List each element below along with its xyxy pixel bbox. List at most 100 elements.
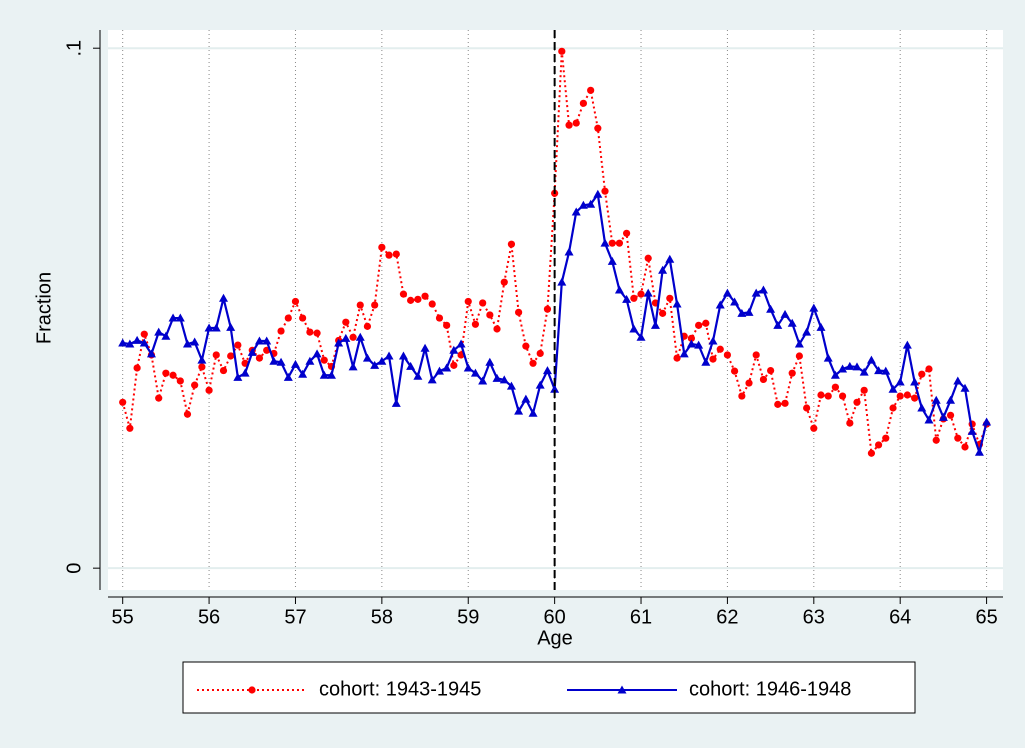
marker — [370, 360, 380, 369]
marker — [924, 415, 934, 424]
marker — [758, 285, 768, 294]
marker — [450, 361, 458, 369]
marker — [291, 297, 300, 306]
marker — [500, 278, 508, 286]
marker — [521, 394, 531, 403]
marker — [830, 370, 840, 379]
marker — [824, 392, 832, 400]
x-tick-label: 59 — [457, 606, 479, 628]
marker — [738, 392, 746, 400]
marker — [428, 300, 436, 308]
legend-marker — [248, 686, 256, 694]
marker — [197, 355, 207, 364]
x-tick-label: 62 — [716, 606, 738, 628]
marker — [449, 345, 459, 354]
marker — [687, 334, 695, 342]
marker — [492, 373, 502, 382]
marker — [356, 301, 364, 309]
marker — [305, 356, 315, 365]
y-axis-title: Fraction — [33, 272, 55, 344]
marker — [622, 229, 631, 237]
marker — [614, 285, 624, 294]
marker — [334, 338, 344, 347]
marker — [312, 349, 322, 358]
marker — [362, 353, 372, 362]
marker — [277, 327, 285, 335]
marker — [672, 299, 682, 308]
marker — [247, 347, 257, 356]
marker — [313, 329, 321, 337]
marker — [133, 364, 141, 372]
x-tick-label: 65 — [975, 606, 997, 628]
marker — [888, 384, 898, 393]
marker — [118, 338, 128, 347]
marker — [809, 303, 819, 312]
marker — [917, 403, 927, 412]
marker — [938, 412, 948, 421]
marker — [125, 339, 135, 348]
marker — [132, 335, 142, 344]
marker — [788, 369, 796, 377]
marker — [751, 288, 761, 297]
marker — [543, 305, 552, 313]
marker — [522, 342, 530, 350]
marker — [284, 314, 292, 322]
marker — [845, 361, 855, 370]
marker — [198, 363, 206, 371]
marker — [363, 322, 372, 330]
marker — [752, 351, 760, 359]
marker — [392, 250, 400, 258]
marker — [622, 294, 632, 303]
marker — [802, 327, 812, 336]
marker — [882, 434, 890, 442]
marker — [974, 447, 984, 456]
marker — [737, 308, 747, 317]
marker — [471, 320, 480, 328]
marker — [290, 359, 300, 368]
marker — [298, 369, 308, 378]
marker — [276, 357, 286, 366]
marker — [601, 187, 609, 195]
marker — [866, 355, 876, 364]
marker — [542, 366, 552, 375]
marker — [695, 321, 703, 329]
marker — [348, 362, 358, 371]
marker — [377, 356, 387, 365]
marker — [470, 368, 480, 377]
marker — [910, 377, 920, 386]
marker — [925, 365, 933, 373]
marker — [853, 398, 861, 406]
marker — [211, 323, 221, 332]
marker — [795, 352, 803, 360]
marker — [463, 363, 473, 372]
x-tick-label: 64 — [889, 606, 911, 628]
marker — [816, 322, 826, 331]
marker — [240, 368, 250, 377]
marker — [629, 324, 639, 333]
marker — [204, 323, 214, 332]
marker — [262, 336, 272, 345]
marker — [902, 340, 912, 349]
marker — [954, 434, 962, 442]
marker — [140, 330, 148, 338]
marker — [254, 336, 264, 345]
marker — [636, 332, 646, 341]
marker — [326, 370, 336, 379]
marker — [399, 290, 408, 298]
marker — [565, 121, 573, 129]
marker — [306, 328, 314, 336]
marker — [708, 336, 718, 345]
marker — [630, 294, 638, 302]
marker — [881, 366, 891, 375]
marker — [903, 391, 911, 399]
marker — [586, 199, 596, 208]
marker — [168, 313, 178, 322]
marker — [456, 339, 466, 348]
marker — [946, 395, 956, 404]
marker — [608, 239, 616, 247]
marker — [146, 349, 156, 358]
marker — [535, 380, 545, 389]
marker — [507, 240, 516, 248]
marker — [931, 395, 941, 404]
marker — [967, 426, 977, 435]
